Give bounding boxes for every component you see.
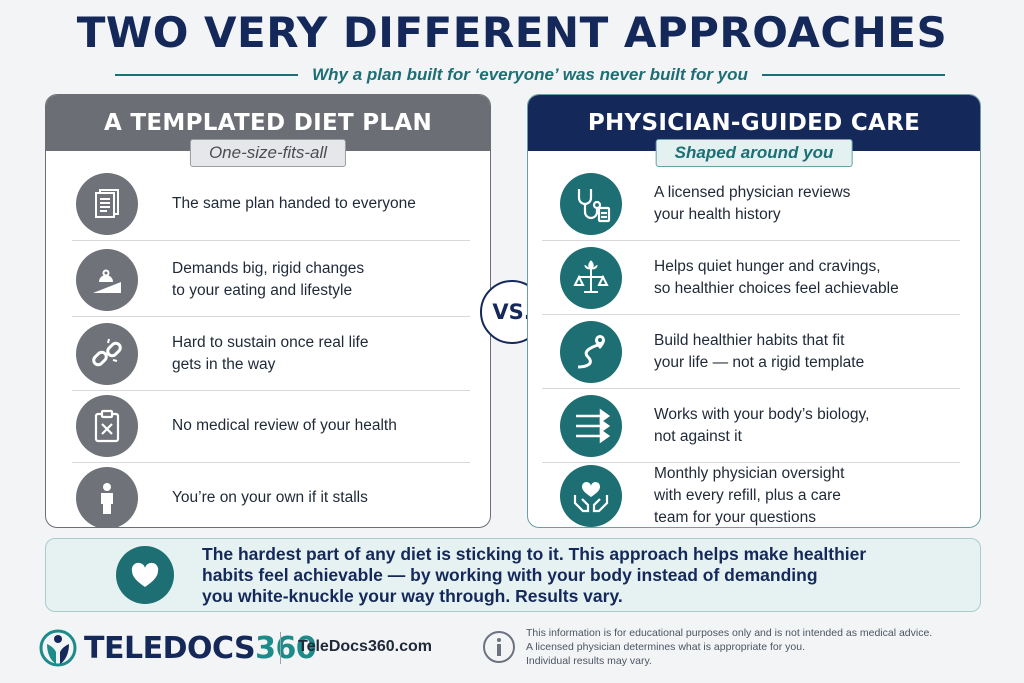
callout-text: The hardest part of any diet is sticking… — [202, 543, 867, 606]
disclaimer-text: This information is for educational purp… — [526, 627, 933, 667]
list-item: You’re on your own if it stalls — [46, 461, 490, 527]
row-text: You’re on your own if it stalls — [172, 489, 368, 506]
list-item: A licensed physician reviews your health… — [528, 167, 980, 241]
person-icon — [76, 467, 138, 527]
list-item: Helps quiet hunger and cravings, so heal… — [528, 241, 980, 315]
brand-logo[interactable]: TELEDOCS360 — [38, 628, 317, 668]
path-pin-icon — [560, 321, 622, 383]
list-item: Hard to sustain once real life gets in t… — [46, 317, 490, 391]
summary-callout: The hardest part of any diet is sticking… — [45, 538, 981, 612]
subtitle-rule-right — [761, 74, 946, 76]
website-link[interactable]: TeleDocs360.com — [298, 638, 432, 655]
row-text: Monthly physician oversight with every r… — [654, 465, 845, 526]
page-title: TWO VERY DIFFERENT APPROACHES — [76, 8, 948, 57]
broken-chain-icon — [76, 323, 138, 385]
footer: TELEDOCS360 TeleDocs360.com This informa… — [0, 626, 1024, 676]
row-text: Works with your body’s biology, not agai… — [654, 406, 870, 445]
row-text: Demands big, rigid changes to your eatin… — [172, 260, 365, 299]
heart-icon — [116, 546, 174, 604]
list-item: Build healthier habits that fit your lif… — [528, 315, 980, 389]
info-icon — [483, 631, 515, 663]
brand-name: TELEDOCS360 — [84, 630, 317, 666]
footer-divider — [280, 632, 281, 664]
stethoscope-icon — [560, 173, 622, 235]
row-text: Helps quiet hunger and cravings, so heal… — [654, 258, 899, 297]
list-item: Works with your body’s biology, not agai… — [528, 389, 980, 463]
row-text: Hard to sustain once real life gets in t… — [172, 334, 369, 373]
subtitle: Why a plan built for ‘everyone’ was neve… — [312, 65, 748, 84]
documents-icon — [76, 173, 138, 235]
brand-emblem-icon — [39, 629, 77, 667]
weight-on-slope-icon — [76, 249, 138, 311]
list-item: Monthly physician oversight with every r… — [528, 459, 980, 527]
balance-scale-icon — [560, 247, 622, 309]
templated-diet-tagline: One-size-fits-all — [189, 139, 347, 167]
subtitle-rule-left — [115, 74, 299, 76]
subtitle-row: Why a plan built for ‘everyone’ was neve… — [115, 62, 946, 88]
row-text: A licensed physician reviews your health… — [654, 184, 851, 223]
row-text: Build healthier habits that fit your lif… — [654, 332, 865, 371]
templated-diet-panel: A TEMPLATED DIET PLAN One-size-fits-all … — [45, 94, 491, 528]
list-item: Demands big, rigid changes to your eatin… — [46, 243, 490, 317]
row-text: No medical review of your health — [172, 417, 397, 434]
physician-care-panel: PHYSICIAN-GUIDED CARE Shaped around you … — [527, 94, 981, 528]
arrows-icon — [560, 395, 622, 457]
list-item: The same plan handed to everyone — [46, 167, 490, 241]
heart-hands-icon — [560, 465, 622, 527]
row-text: The same plan handed to everyone — [172, 195, 416, 212]
clipboard-x-icon — [76, 395, 138, 457]
physician-care-tagline: Shaped around you — [655, 139, 853, 167]
list-item: No medical review of your health — [46, 389, 490, 463]
